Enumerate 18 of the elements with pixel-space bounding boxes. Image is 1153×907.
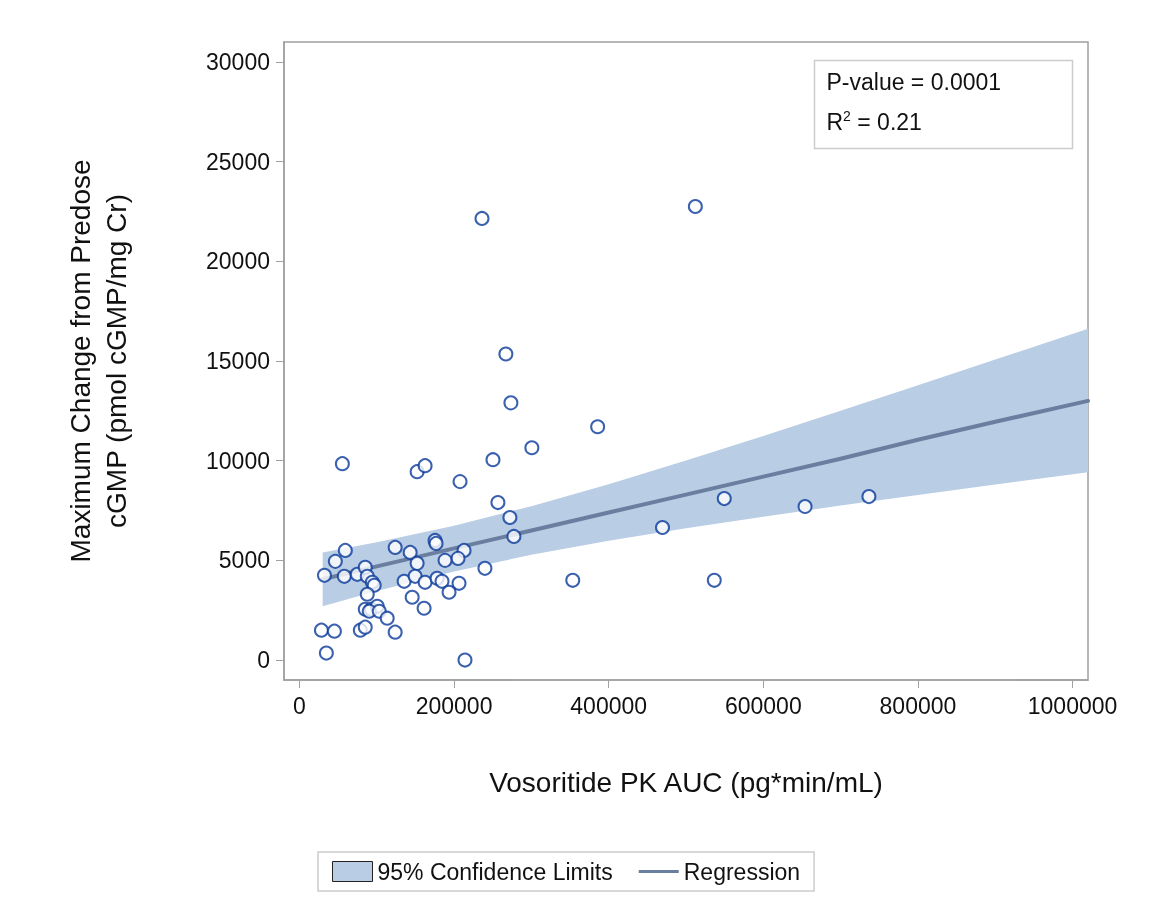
y-tick-label: 10000 [206,447,270,474]
x-tick-label: 200000 [415,692,493,719]
annotation: P-value = 0.0001 [826,69,1002,95]
x-axis-title: Vosoritide PK AUC (pg*min/mL) [489,766,883,798]
y-tick-label: 5000 [218,547,270,574]
x-tick-label: 600000 [724,692,802,719]
y-tick-label: 25000 [206,148,270,175]
y-tick-label: 30000 [206,48,270,75]
x-tick-label: 1000000 [1027,692,1118,719]
x-tick-label: 800000 [879,692,957,719]
y-axis-title: Maximum Change from Predose cGMP (pmol cGMP/mg Cr) [64,159,132,563]
x-tick-label: 400000 [570,692,648,719]
y-tick-label: 20000 [206,248,270,275]
x-tick-label: 0 [293,692,306,719]
y-tick-label: 15000 [206,348,270,374]
legend-label: 95% Confidence Limits [377,858,613,885]
legend-label: Regression [683,858,801,885]
y-tick-label: 0 [257,647,270,674]
